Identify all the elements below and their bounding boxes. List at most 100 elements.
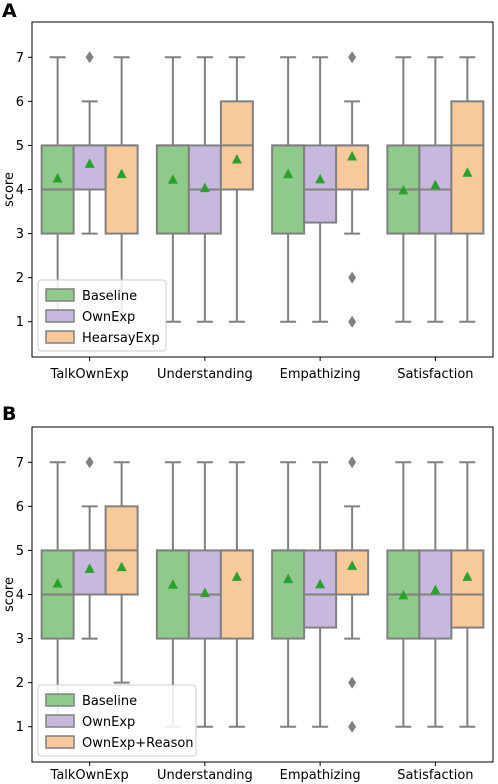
- iqr-box: [271, 549, 306, 640]
- mean-marker: [167, 174, 178, 184]
- y-tick-label: 4: [16, 588, 24, 603]
- y-tick-label: 5: [16, 139, 24, 154]
- mean-marker: [167, 579, 178, 589]
- axes-frame: [31, 426, 494, 763]
- box-ownexp: [303, 461, 338, 728]
- outlier-marker: [348, 720, 357, 733]
- box-ownexp: [187, 461, 222, 728]
- y-tick-label: 4: [16, 183, 24, 198]
- outlier-marker: [85, 456, 94, 469]
- legend-label: HearsayExp: [82, 331, 160, 346]
- iqr-box: [303, 549, 338, 629]
- box-hearsayexp: [104, 56, 139, 323]
- y-axis-label: score: [2, 577, 17, 612]
- legend: Baseline OwnExp OwnExp+Reason: [37, 684, 197, 757]
- y-tick-label: 6: [16, 500, 24, 515]
- mean-marker: [462, 167, 473, 177]
- box-ownexp-reason: [335, 456, 370, 733]
- x-tick-label: TalkOwnExp: [50, 367, 129, 382]
- mean-marker: [398, 589, 409, 600]
- x-tick-label: Understanding: [157, 768, 253, 783]
- box-baseline: [40, 56, 75, 323]
- box-baseline: [386, 56, 421, 323]
- x-tick-label: Satisfaction: [397, 768, 473, 783]
- mean-marker: [347, 560, 358, 570]
- legend-swatch: [45, 714, 75, 728]
- mean-marker: [231, 571, 242, 581]
- iqr-box: [450, 549, 485, 629]
- legend-swatch: [45, 693, 75, 707]
- legend-swatch: [45, 309, 75, 323]
- outlier-marker: [85, 51, 94, 64]
- mean-marker: [231, 154, 242, 164]
- y-tick-label: 1: [16, 315, 24, 330]
- x-tick-label: Satisfaction: [397, 367, 473, 382]
- box-hearsayexp: [450, 56, 485, 323]
- panel-letter: B: [2, 403, 16, 425]
- box-ownexp: [72, 51, 107, 235]
- box-ownexp-reason: [219, 461, 254, 728]
- legend-swatch: [45, 288, 75, 302]
- iqr-box: [155, 144, 190, 235]
- box-hearsayexp: [219, 56, 254, 323]
- iqr-box: [303, 144, 338, 224]
- legend-label: OwnExp: [82, 310, 135, 325]
- mean-marker: [347, 150, 358, 161]
- y-tick-label: 7: [16, 51, 24, 66]
- box-ownexp: [418, 461, 453, 728]
- mean-marker: [283, 573, 294, 584]
- iqr-box: [335, 549, 370, 596]
- iqr-box: [271, 144, 306, 235]
- y-tick-label: 5: [16, 544, 24, 559]
- mean-marker: [315, 173, 326, 184]
- legend: Baseline OwnExp HearsayExp: [37, 279, 167, 352]
- y-tick-label: 3: [16, 632, 24, 647]
- legend-frame: [37, 684, 197, 757]
- box-hearsayexp: [335, 51, 370, 328]
- y-tick-label: 6: [16, 95, 24, 110]
- legend-label: Baseline: [82, 694, 137, 709]
- outlier-marker: [348, 315, 357, 328]
- mean-marker: [430, 179, 441, 190]
- legend-swatch: [45, 735, 75, 749]
- mean-marker: [84, 158, 95, 168]
- mean-marker: [199, 587, 210, 598]
- y-tick-label: 2: [16, 676, 24, 691]
- x-tick-label: Empathizing: [280, 367, 361, 382]
- legend-swatch: [45, 330, 75, 344]
- box-baseline: [271, 461, 306, 728]
- y-tick-label: 1: [16, 720, 24, 735]
- x-tick-label: Empathizing: [280, 768, 361, 783]
- mean-marker: [52, 172, 63, 183]
- x-tick-label: TalkOwnExp: [50, 768, 129, 783]
- iqr-box: [104, 144, 139, 235]
- box-ownexp: [303, 56, 338, 323]
- iqr-box: [219, 549, 254, 640]
- box-ownexp-reason: [450, 461, 485, 728]
- axes-frame: [31, 21, 494, 358]
- outlier-marker: [348, 51, 357, 64]
- outlier-marker: [348, 456, 357, 469]
- mean-marker: [462, 571, 473, 581]
- legend-label: Baseline: [82, 289, 137, 304]
- mean-marker: [116, 561, 127, 572]
- box-ownexp: [187, 56, 222, 323]
- mean-marker: [84, 563, 95, 573]
- box-baseline: [271, 56, 306, 323]
- iqr-box: [155, 549, 190, 640]
- mean-marker: [52, 577, 63, 588]
- y-axis-label: score: [2, 172, 17, 207]
- y-tick-label: 3: [16, 227, 24, 242]
- y-tick-label: 7: [16, 456, 24, 471]
- mean-marker: [199, 182, 210, 193]
- box-baseline: [386, 461, 421, 728]
- box-ownexp: [72, 456, 107, 640]
- outlier-marker: [348, 676, 357, 689]
- y-tick-label: 2: [16, 271, 24, 286]
- mean-marker: [315, 578, 326, 589]
- box-ownexp-reason: [104, 461, 139, 684]
